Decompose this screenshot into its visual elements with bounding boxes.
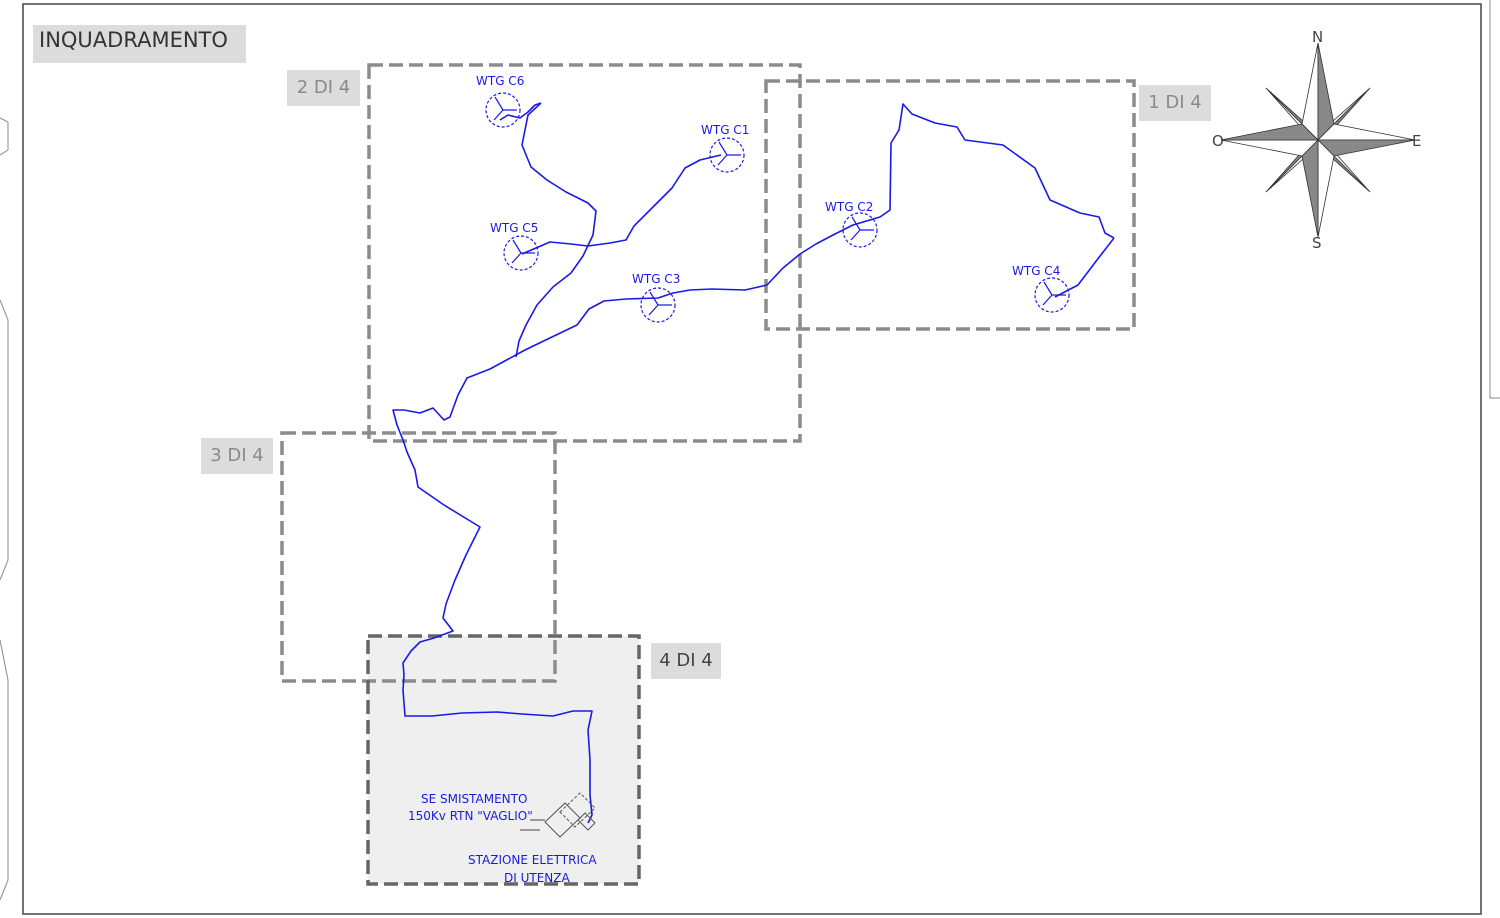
sheet-frame-4 [366,634,641,886]
sheet-4-highlight [368,636,639,884]
sheet-label-2: 2 DI 4 [287,70,360,106]
turbine-icon-c1 [709,137,745,173]
turbine-label-c4: WTG C4 [1012,264,1060,278]
turbine-label-c2: WTG C2 [825,200,873,214]
compass-north-label: N [1312,28,1323,46]
sheet-label-4: 4 DI 4 [651,643,721,679]
turbine-label-c5: WTG C5 [490,221,538,235]
user-station-label-line2: DI UTENZA [504,871,570,885]
cable-branch-c6 [515,102,597,358]
drawing-frame [22,3,1482,915]
turbine-label-c3: WTG C3 [632,272,680,286]
user-station-label-line1: STAZIONE ELETTRICA [468,853,597,867]
turbine-icon-c5 [503,235,539,271]
turbine-icon-c6 [485,92,521,128]
title-box [33,25,246,63]
cable-branch-c4 [1054,237,1115,298]
cable-route-main [392,103,1115,824]
edge-mark-left [0,117,9,901]
substation-icon [520,792,596,838]
compass-east-label: E [1412,132,1421,150]
turbine-icon-c4 [1034,277,1070,313]
compass-rose-icon [1220,42,1416,238]
map-title: INQUADRAMENTO [39,28,228,52]
rtn-station-label-line1: SE SMISTAMENTO [421,792,527,806]
sheet-frame-2 [367,63,802,443]
compass-west-label: O [1212,132,1224,150]
sheet-frame-1 [764,79,1136,331]
turbine-icon-c2 [842,212,878,248]
sheet-label-3: 3 DI 4 [201,438,273,474]
cable-branch-c1 [521,154,722,255]
rtn-station-label-line2: 150Kv RTN "VAGLIO" [408,809,533,823]
compass-south-label: S [1312,234,1322,252]
sheet-label-1: 1 DI 4 [1139,85,1211,121]
cable-branch-c6-hook [499,102,542,121]
turbine-label-c6: WTG C6 [476,74,524,88]
edge-mark-right [1489,0,1500,399]
turbine-label-c1: WTG C1 [701,123,749,137]
turbine-icon-c3 [640,287,676,323]
